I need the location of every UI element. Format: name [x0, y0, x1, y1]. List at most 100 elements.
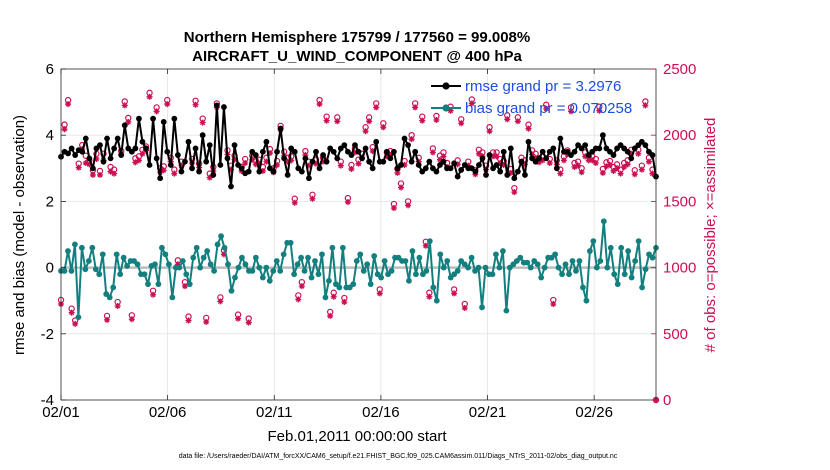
bias-series-point: [193, 244, 200, 251]
bias-series-point: [75, 314, 82, 321]
bias-series-point: [625, 248, 632, 254]
assimilated-count-marker: [72, 320, 79, 327]
bias-series-point: [493, 251, 499, 258]
assimilated-count-marker: [436, 156, 443, 163]
bias-series-point: [239, 254, 245, 261]
rmse-series-point: [107, 155, 114, 162]
assimilated-count-marker: [550, 301, 557, 308]
rmse-series-point: [415, 162, 422, 168]
bias-series-point: [89, 244, 96, 251]
assimilated-count-marker: [217, 298, 224, 305]
assimilated-count-marker: [376, 290, 383, 297]
assimilated-count-marker: [228, 166, 234, 173]
assimilated-count-marker: [334, 118, 341, 125]
rmse-series-point: [256, 168, 263, 175]
bias-series-point: [378, 274, 385, 281]
x-axis-ticks: 02/01 02/06 02/11 02/16 02/21 02/26: [42, 69, 613, 421]
rmse-series-point: [231, 142, 238, 149]
rmse-series-point: [72, 152, 79, 158]
assimilated-count-marker: [178, 162, 185, 169]
rmse-series-point: [628, 155, 635, 162]
bias-series-point: [614, 281, 621, 288]
bias-series-point: [141, 271, 148, 278]
assimilated-count-marker: [288, 157, 295, 164]
assimilated-count-marker: [96, 171, 103, 178]
rmse-series-point: [217, 162, 224, 168]
assimilated-count-marker: [150, 291, 157, 298]
assimilated-count-marker: [624, 161, 631, 168]
bias-series-point: [402, 258, 409, 264]
assimilated-count-marker: [461, 304, 468, 311]
assimilated-count-marker: [621, 163, 628, 170]
assimilated-count-marker: [589, 157, 596, 164]
bias-series-point: [465, 264, 472, 271]
bias-series-point: [475, 264, 482, 271]
bias-series-point: [586, 248, 593, 254]
rmse-series: [58, 102, 659, 190]
assimilated-count-marker: [596, 107, 603, 114]
rmse-series-point: [359, 155, 365, 162]
rmse-series-point: [114, 135, 121, 142]
assimilated-count-marker: [419, 117, 426, 124]
bias-series-point: [273, 258, 280, 264]
assimilated-count-marker: [174, 261, 181, 268]
right-y-tick-label: 500: [663, 326, 688, 343]
rmse-series-point: [476, 162, 482, 168]
bias-series-point: [113, 251, 120, 258]
rmse-series-point: [192, 145, 199, 152]
bias-series-point: [329, 244, 336, 251]
rmse-series-point: [86, 155, 93, 162]
assimilated-count-marker: [362, 128, 369, 135]
rmse-series-point: [458, 167, 465, 173]
assimilated-count-marker: [610, 167, 617, 174]
bias-series-point: [225, 261, 231, 268]
bias-series-point: [479, 304, 485, 311]
rmse-series-point: [189, 165, 195, 172]
bias-series-point: [559, 271, 565, 278]
assimilated-count-marker: [128, 316, 135, 323]
bias-series-point: [489, 271, 496, 278]
assimilated-count-marker: [266, 150, 273, 157]
rmse-series-point: [514, 168, 521, 175]
rmse-series-point: [132, 145, 139, 152]
rmse-series-point: [582, 142, 589, 149]
bias-series-point: [593, 264, 600, 271]
rmse-series-point: [167, 162, 174, 168]
assimilated-count-marker: [320, 158, 327, 165]
assimilated-count-marker: [490, 153, 497, 160]
rmse-series-point: [649, 152, 656, 158]
assimilated-count-marker: [383, 153, 390, 160]
bias-series-point: [266, 277, 273, 284]
x-tick-label: 02/06: [149, 404, 187, 421]
bias-series-point: [468, 254, 475, 261]
assimilated-count-marker: [274, 161, 281, 168]
rmse-series-point: [284, 172, 291, 178]
assimilated-count-marker: [642, 102, 649, 109]
assimilated-count-marker: [592, 160, 599, 167]
bias-series-point: [120, 254, 127, 261]
bias-series-point: [252, 254, 259, 261]
rmse-series-point: [118, 152, 125, 158]
bias-series-point: [294, 261, 301, 268]
rmse-series-point: [259, 148, 266, 155]
rmse-series-point: [373, 138, 380, 145]
assimilated-count-marker: [171, 170, 178, 177]
rmse-series-point: [511, 175, 518, 182]
bias-series-point: [179, 258, 186, 264]
bias-series-point: [249, 268, 256, 274]
rmse-series-point: [150, 115, 156, 122]
rmse-series-point: [306, 175, 312, 182]
assimilated-count-marker: [412, 104, 419, 111]
assimilated-count-marker: [249, 156, 256, 163]
y-tick-label: 2: [46, 193, 54, 210]
rmse-series-point: [68, 145, 75, 152]
bias-series-point: [152, 261, 158, 268]
assimilated-count-marker: [256, 160, 263, 167]
assimilated-count-marker: [121, 102, 128, 109]
bias-series-point: [426, 238, 433, 245]
rmse-series-point: [82, 135, 89, 142]
rmse-series-point: [316, 165, 323, 172]
bias-series-point: [409, 248, 416, 254]
bias-series-point: [291, 271, 298, 278]
